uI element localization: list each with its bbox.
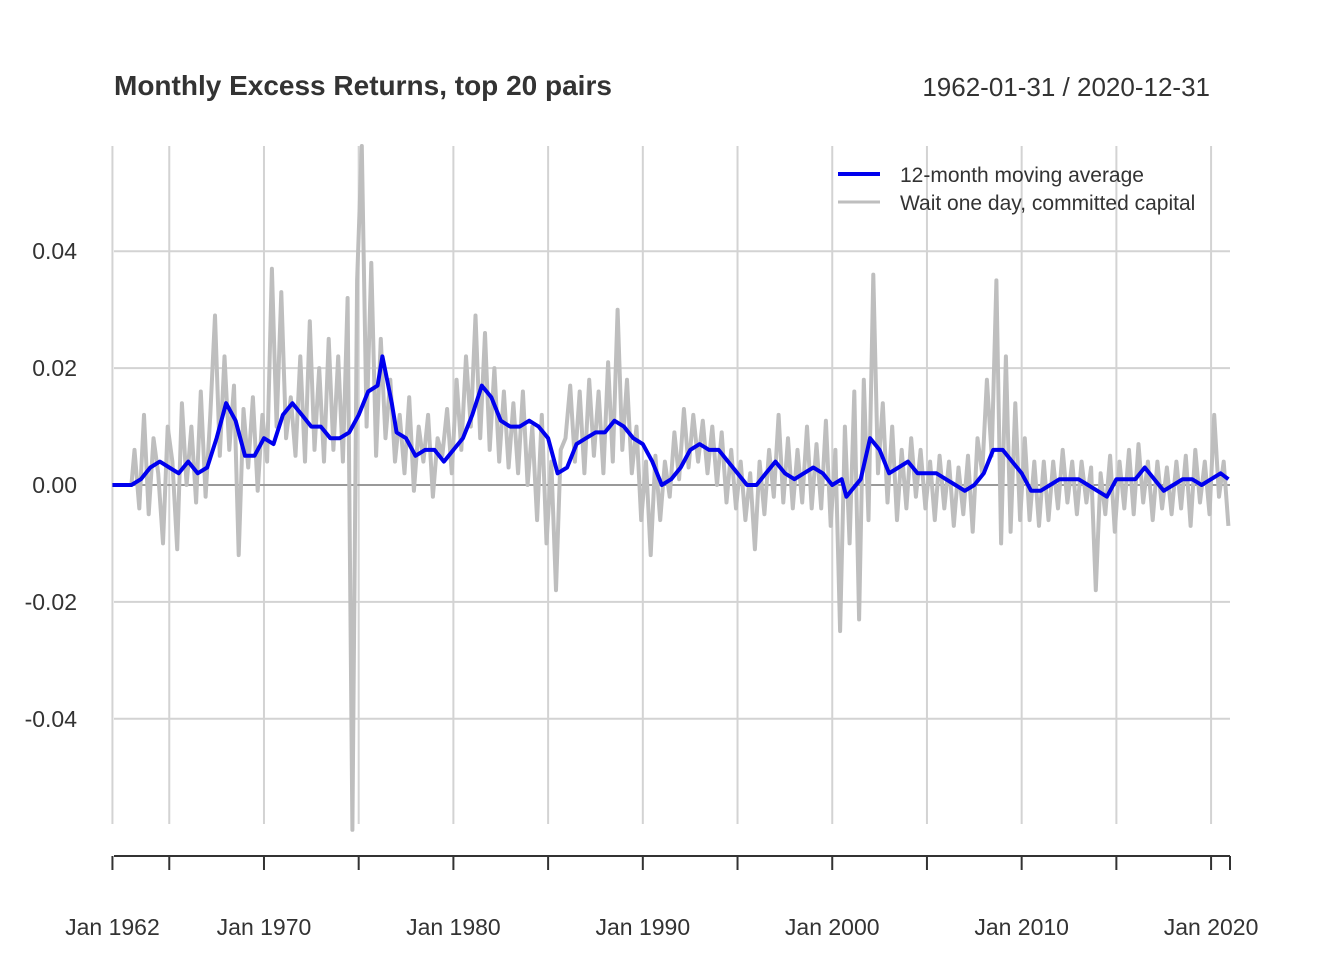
series-ma-group (112, 354, 1230, 499)
legend: 12-month moving average Wait one day, co… (838, 164, 1195, 215)
date-range-label: 1962-01-31 / 2020-12-31 (922, 72, 1210, 102)
y-tick-label: -0.02 (25, 589, 77, 615)
y-tick-label: 0.04 (32, 238, 77, 264)
y-tick-label: 0.02 (32, 355, 77, 381)
y-tick-label: -0.04 (25, 706, 78, 732)
x-tick-label: Jan 1962 (65, 914, 160, 940)
series-line (112, 354, 1230, 499)
series-line (112, 144, 1231, 832)
series-raw-group (112, 144, 1231, 832)
x-tick-label: Jan 2000 (785, 914, 880, 940)
legend-ma-label: 12-month moving average (900, 164, 1144, 187)
x-tick-label: Jan 2020 (1164, 914, 1259, 940)
y-tick-label: 0.00 (32, 472, 77, 498)
x-tick-label: Jan 1970 (217, 914, 312, 940)
chart-title: Monthly Excess Returns, top 20 pairs (114, 70, 612, 101)
x-tick-label: Jan 2010 (974, 914, 1069, 940)
y-axis: 0.04 0.02 0.00 -0.02 -0.04 (25, 238, 78, 732)
x-tick-label: Jan 1980 (406, 914, 501, 940)
legend-raw-label: Wait one day, committed capital (900, 192, 1195, 215)
x-tick-label: Jan 1990 (595, 914, 690, 940)
x-axis: Jan 1962 Jan 1970 Jan 1980 Jan 1990 Jan 2000… (65, 855, 1259, 940)
